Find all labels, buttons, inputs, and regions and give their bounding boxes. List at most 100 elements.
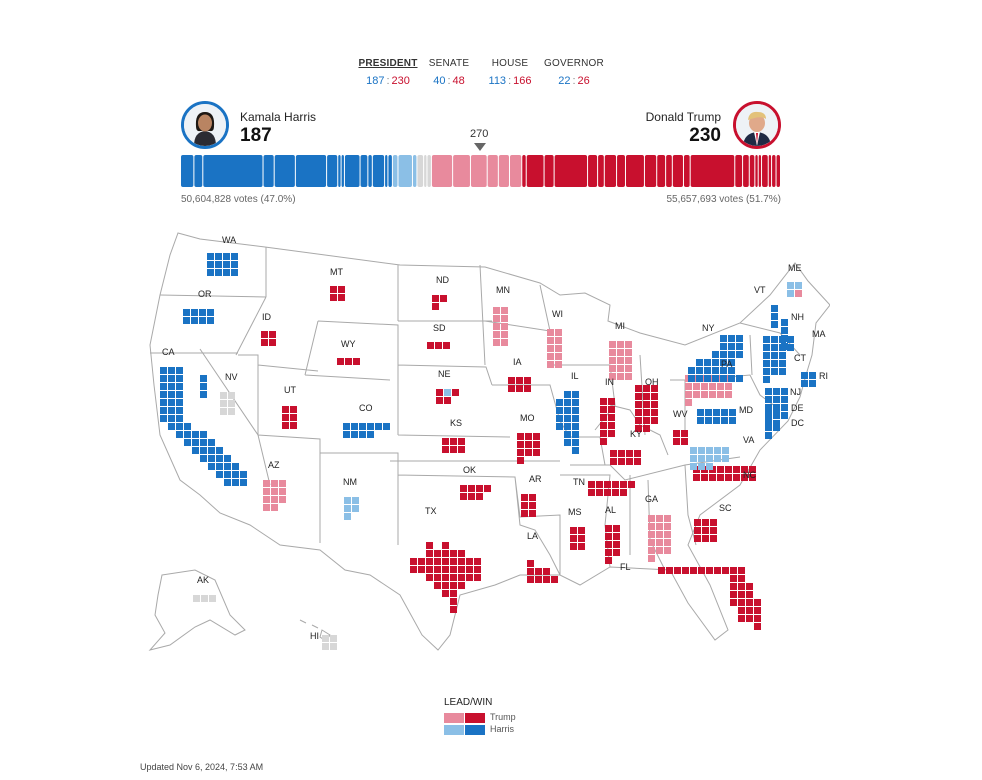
ev-tile-nj [773,396,780,403]
ev-tile-or [207,317,214,324]
ev-tile-sc [694,535,701,542]
bar-segment-va [398,155,412,187]
state-la[interactable] [527,560,558,583]
state-mn[interactable] [493,307,508,346]
state-mi[interactable] [609,341,632,380]
ev-tile-al [605,533,612,540]
updated-timestamp: Updated Nov 6, 2024, 7:53 AM [140,762,264,772]
state-ct[interactable] [763,360,786,383]
tab-governor[interactable]: GOVERNOR 22:26 [539,58,609,87]
state-md[interactable] [697,409,736,424]
ev-tile-md [705,417,712,424]
state-nd[interactable] [432,295,447,310]
state-oh[interactable] [635,385,658,432]
tab-tally: 187:230 [366,75,410,87]
state-wa[interactable] [207,253,238,276]
state-nh[interactable] [781,319,788,350]
state-mt[interactable] [330,286,345,301]
state-id[interactable] [261,331,276,346]
ev-tile-nc [709,474,716,481]
state-label-pa: PA [721,359,732,369]
state-sd[interactable] [427,342,450,349]
state-co[interactable] [343,423,390,438]
bar-segment-de [338,155,341,187]
ev-tile-nc [741,474,748,481]
state-ny[interactable] [688,335,743,382]
state-ak[interactable] [193,595,216,602]
ev-tile-il [556,399,563,406]
ev-tile-sd [427,342,434,349]
state-wi[interactable] [547,329,562,368]
tab-senate[interactable]: SENATE 40:48 [414,58,484,87]
state-ne[interactable] [436,389,459,404]
state-in[interactable] [600,398,615,445]
state-il[interactable] [556,391,579,454]
tab-house[interactable]: HOUSE 113:166 [475,58,545,87]
ev-tile-hi [330,643,337,650]
state-tx[interactable] [410,542,481,613]
state-va[interactable] [690,447,729,470]
state-label-la: LA [527,531,538,541]
ev-tile-oh [651,393,658,400]
ev-tile-va [714,447,721,454]
bar-segment-ma [372,155,385,187]
ev-tile-il [564,391,571,398]
state-ia[interactable] [508,377,531,392]
state-tn[interactable] [588,481,635,496]
state-ar[interactable] [521,494,536,517]
state-ms[interactable] [570,527,585,550]
state-ut[interactable] [282,406,297,429]
ev-tile-ny [728,375,735,382]
ev-tile-ca [224,479,231,486]
state-mo[interactable] [517,433,540,464]
ev-tile-mn [501,339,508,346]
ev-tile-ga [648,539,655,546]
state-label-ky: KY [630,429,642,439]
state-ca[interactable] [160,367,247,486]
state-me[interactable] [787,282,802,297]
state-ks[interactable] [442,438,465,453]
state-dc[interactable] [765,424,780,439]
ev-tile-al [613,525,620,532]
ev-tile-mo [533,449,540,456]
ev-tile-ca [192,431,199,438]
ev-tile-ma [763,352,770,359]
harris-portrait-icon [184,104,226,146]
state-nj[interactable] [765,388,788,427]
state-ga[interactable] [648,515,671,562]
bar-segment-wi [487,155,498,187]
ev-tile-mn [501,307,508,314]
ev-tile-ny [720,335,727,342]
state-wy[interactable] [337,358,360,365]
ev-tile-ms [578,543,585,550]
bar-segment-in [644,155,657,187]
tab-president[interactable]: PRESIDENT 187:230 [353,58,423,87]
state-ri[interactable] [801,372,816,387]
threshold-marker-icon [474,143,486,151]
state-al[interactable] [605,525,620,564]
electoral-map[interactable]: WA OR CA NV ID MT WY UT CO AZ NM ND SD NE KS OK TX MN IA MO… [140,225,830,665]
ev-tile-ia [524,385,531,392]
bar-segment-ms [598,155,604,187]
state-nm[interactable] [344,497,359,520]
ev-tile-ak [201,595,208,602]
bar-segment-md [327,155,338,187]
ev-tile-mi [625,365,632,372]
ev-tile-ca [208,447,215,454]
ev-tile-tx [426,550,433,557]
state-ma[interactable] [763,336,794,359]
ev-tile-ct [779,368,786,375]
state-hi[interactable] [322,635,337,650]
state-fl[interactable] [658,567,761,630]
state-az[interactable] [263,480,286,511]
ev-tile-ca [200,375,207,382]
state-vt[interactable] [771,305,778,328]
ev-tile-tx [434,550,441,557]
state-nv[interactable] [220,392,235,415]
state-ok[interactable] [460,485,491,500]
ev-tile-wi [555,345,562,352]
state-sc[interactable] [694,519,717,542]
state-ky[interactable] [610,450,641,465]
state-or[interactable] [183,309,214,324]
state-wv[interactable] [673,430,688,445]
